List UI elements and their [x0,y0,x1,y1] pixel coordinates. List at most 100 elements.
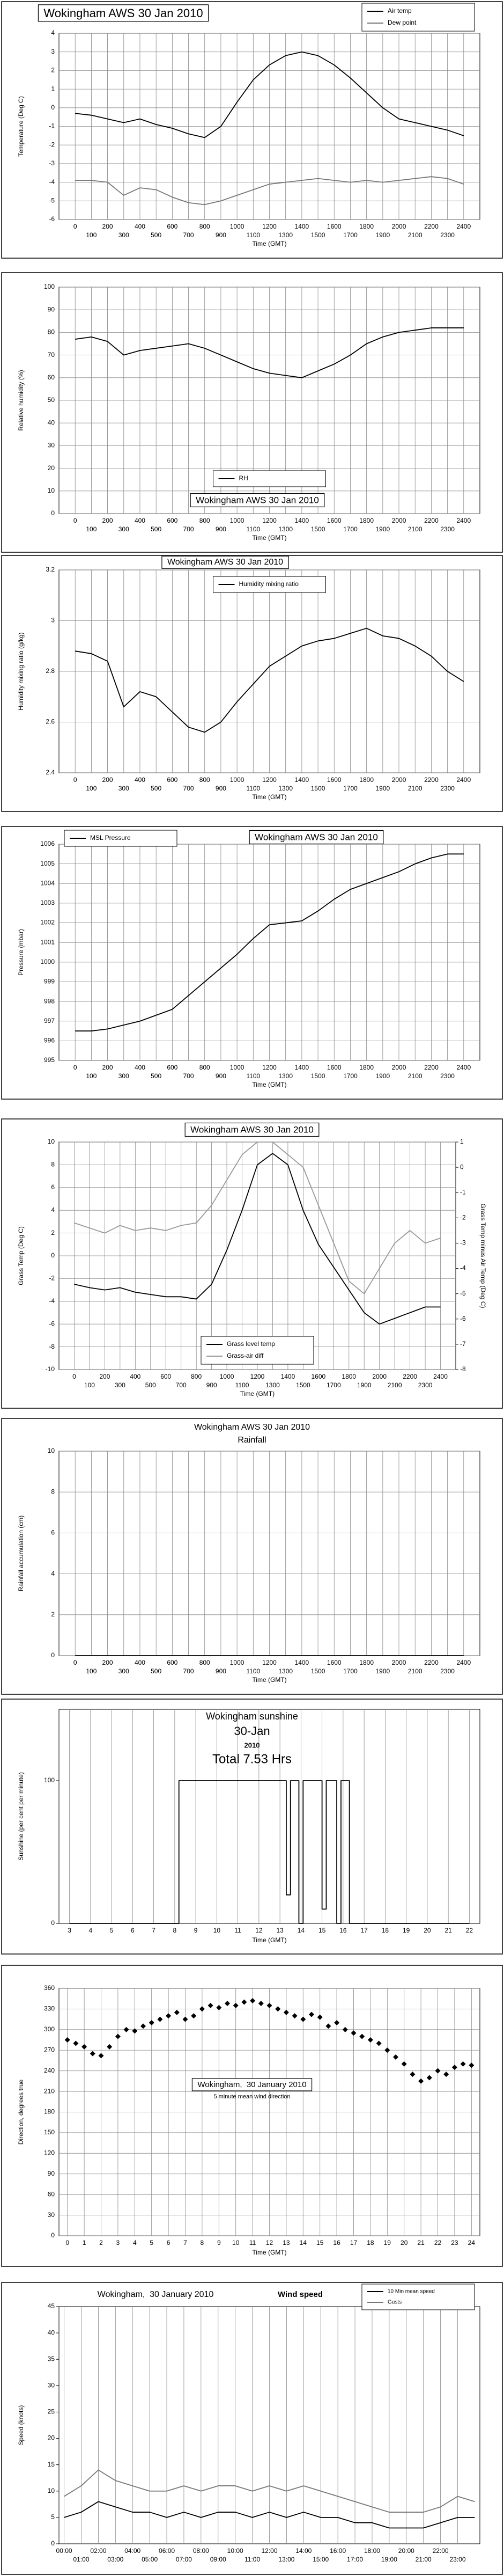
x-tick-label: 300 [118,1667,129,1675]
y-tick-label: 1006 [40,840,55,847]
y-tick-label: 90 [48,2170,55,2177]
y-tick-label: 1005 [40,860,55,867]
y-tick-label: 80 [48,328,55,336]
y-tick-label: 40 [48,2329,55,2336]
y-tick-label: -2 [49,1275,55,1282]
point [426,2075,432,2081]
x-tick-label: 1100 [246,1667,260,1675]
y-tick-label: -8 [49,1343,55,1350]
x-tick-label: 22 [434,2239,442,2246]
y-tick-label: 330 [44,2005,55,2012]
y-axis-label: Temperature (Deg C) [17,96,25,157]
x-tick-label: 1300 [265,1381,280,1389]
x-tick-label: 200 [102,1659,113,1666]
x-tick-label: 1800 [359,517,374,524]
y-tick-label: 60 [48,374,55,381]
y-tick-label: 0 [51,2231,55,2239]
y-axis-label: Grass Temp (Deg C) [17,1226,25,1285]
chart-title: Wokingham sunshine [206,1711,298,1722]
x-tick-label: 1000 [230,517,244,524]
x-tick-label: 13 [283,2239,290,2246]
x-tick-label: 14 [300,2239,307,2246]
x-tick-label: 0 [73,1659,77,1666]
x-tick-label: 2100 [408,525,423,533]
x-tick-label: 23:00 [450,2556,466,2563]
x-tick-label: 1000 [230,1064,244,1071]
y-axis-label: Humidity mixing ratio (g/kg) [17,632,25,710]
plot-area [58,1709,480,1924]
x-tick-label: 2000 [372,1373,387,1380]
legend-label: RH [239,474,248,482]
y2-tick-label: -7 [460,1340,466,1348]
legend [361,2284,475,2310]
x-tick-label: 1500 [311,525,325,533]
x-tick-label: 23 [451,2239,458,2246]
y-tick-label: 3.2 [46,566,55,573]
x-tick-label: 900 [216,1072,226,1080]
point [283,2009,289,2015]
point [157,2016,163,2022]
x-axis-label: Time (GMT) [252,793,286,801]
x-tick-label: 1500 [311,785,325,792]
x-tick-label: 2000 [392,1064,406,1071]
y-tick-label: 4 [51,1570,55,1577]
y-tick-label: -2 [49,141,55,148]
x-tick-label: 1700 [343,1072,358,1080]
legend-label: Gusts [388,2300,402,2306]
x-tick-label: 2 [99,2239,103,2246]
x-tick-label: 16 [333,2239,340,2246]
legend-label: 10 Min mean speed [388,2289,435,2295]
point [233,2003,239,2009]
x-tick-label: 600 [167,517,177,524]
x-tick-label: 400 [135,223,145,230]
x-tick-label: 1300 [278,525,293,533]
line [74,1141,441,1294]
y-tick-label: 30 [48,442,55,449]
legend-label: Air temp [388,7,412,14]
y-tick-label: 30 [48,2382,55,2389]
x-tick-label: 1 [83,2239,86,2246]
point [115,2033,121,2039]
x-tick-label: 0 [72,1373,76,1380]
x-tick-label: 11 [249,2239,256,2246]
point [81,2044,87,2050]
x-tick-label: 1800 [359,223,374,230]
y-tick-label: 120 [44,2149,55,2157]
x-tick-label: 700 [183,231,194,239]
x-tick-label: 4 [89,1927,93,1934]
y-tick-label: 6 [51,1183,55,1191]
x-tick-label: 400 [135,776,145,784]
chart-title: Wokingham AWS 30 Jan 2010 [43,6,203,20]
y-tick-label: 50 [48,396,55,404]
x-tick-label: 12:00 [261,2547,277,2555]
y-tick-label: -10 [46,1365,55,1373]
x-tick-label: 5 [110,1927,114,1934]
x-tick-label: 02:00 [90,2547,106,2555]
x-tick-label: 6 [167,2239,171,2246]
x-tick-label: 20:00 [398,2547,414,2555]
y-tick-label: 0 [51,2540,55,2547]
point [351,2030,357,2036]
y2-tick-label: 0 [460,1163,464,1170]
x-tick-label: 17 [360,1927,368,1934]
x-tick-label: 1400 [295,517,309,524]
x-tick-label: 0 [73,1064,77,1071]
x-tick-label: 1800 [359,1659,374,1666]
point [90,2051,95,2057]
x-tick-label: 2300 [440,525,455,533]
point [266,2003,272,2009]
x-tick-label: 17:00 [347,2556,363,2563]
y-tick-label: 2 [51,1229,55,1236]
y-tick-label: 2 [51,1611,55,1618]
y-tick-label: 3 [51,48,55,55]
x-tick-label: 100 [86,231,97,239]
x-tick-label: 400 [135,517,145,524]
x-tick-label: 1200 [262,1659,277,1666]
x-tick-label: 11 [234,1927,241,1934]
legend-label: MSL Pressure [90,834,131,841]
x-tick-label: 500 [151,231,161,239]
x-tick-label: 2300 [418,1381,433,1389]
x-axis-label: Time (GMT) [252,1936,286,1944]
x-tick-label: 600 [167,776,177,784]
point [292,2013,298,2019]
